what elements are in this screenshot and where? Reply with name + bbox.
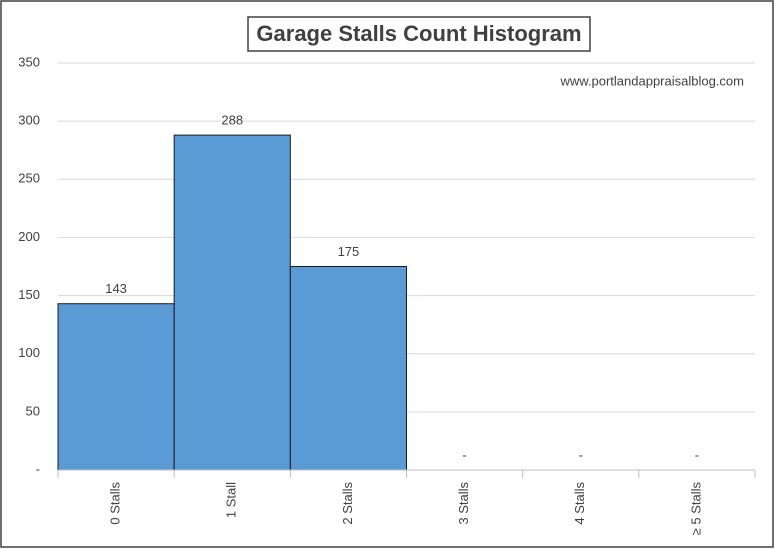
- value-label: 143: [105, 281, 127, 296]
- y-tick-label: 250: [18, 171, 40, 186]
- x-tick-label: 1 Stall: [224, 482, 239, 518]
- x-tick-label: 4 Stalls: [572, 482, 587, 525]
- bar: [289, 266, 408, 471]
- y-tick-label: 300: [18, 113, 40, 128]
- y-tick-label: 50: [26, 403, 40, 418]
- value-label: -: [695, 447, 699, 462]
- y-tick-label: 100: [18, 345, 40, 360]
- value-label: 175: [338, 244, 360, 259]
- bar: [173, 134, 291, 471]
- x-tick-label: ≥ 5 Stalls: [688, 482, 703, 536]
- title-box: [247, 16, 591, 52]
- y-tick-label: -: [36, 461, 40, 476]
- annotation: www.portlandappraisalblog.com: [559, 73, 744, 88]
- value-label: 288: [221, 113, 243, 128]
- chart-title: Garage Stalls Count Histogram: [256, 21, 581, 46]
- y-tick-label: 150: [18, 287, 40, 302]
- y-tick-label: 350: [18, 54, 40, 69]
- value-label: -: [579, 447, 583, 462]
- x-tick-label: 0 Stalls: [108, 482, 123, 525]
- bar: [57, 303, 175, 471]
- value-label: -: [462, 447, 466, 462]
- x-tick-label: 2 Stalls: [340, 482, 355, 525]
- x-tick-label: 3 Stalls: [456, 482, 471, 525]
- y-tick-label: 200: [18, 229, 40, 244]
